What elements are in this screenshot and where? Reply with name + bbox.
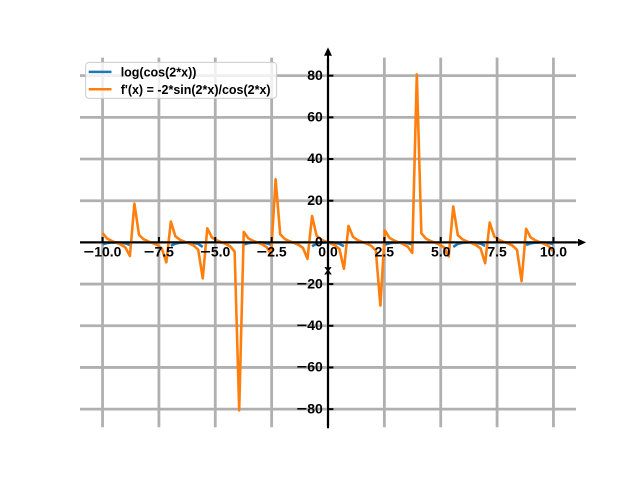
svg-text:20: 20 xyxy=(307,192,323,208)
svg-text:−10.0: −10.0 xyxy=(84,243,122,259)
svg-text:x: x xyxy=(324,262,332,278)
svg-text:40: 40 xyxy=(307,150,323,166)
svg-text:2.5: 2.5 xyxy=(375,243,395,259)
svg-text:7.5: 7.5 xyxy=(487,243,507,259)
svg-text:−60: −60 xyxy=(297,359,323,375)
svg-text:−7.5: −7.5 xyxy=(144,243,174,259)
svg-text:−2.5: −2.5 xyxy=(257,243,287,259)
svg-text:5.0: 5.0 xyxy=(431,243,451,259)
svg-text:−20: −20 xyxy=(297,275,323,291)
svg-text:−80: −80 xyxy=(297,400,323,416)
svg-text:log(cos(2*x)): log(cos(2*x)) xyxy=(121,66,197,80)
svg-text:80: 80 xyxy=(307,67,323,83)
svg-text:−40: −40 xyxy=(297,317,323,333)
svg-text:−5.0: −5.0 xyxy=(200,243,230,259)
svg-text:f'(x) = -2*sin(2*x)/cos(2*x): f'(x) = -2*sin(2*x)/cos(2*x) xyxy=(121,83,271,97)
svg-text:60: 60 xyxy=(307,109,323,125)
svg-text:0.0: 0.0 xyxy=(318,243,338,259)
svg-text:0: 0 xyxy=(315,234,323,250)
svg-text:10.0: 10.0 xyxy=(540,243,567,259)
